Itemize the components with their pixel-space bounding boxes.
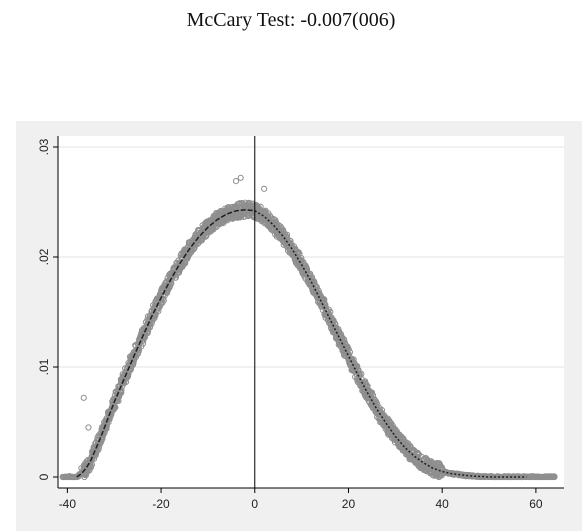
scatter-point [88, 461, 96, 468]
y-tick-label: 0 [37, 473, 51, 480]
scatter-point [355, 366, 362, 373]
scatter-point [194, 240, 201, 248]
scatter-point [118, 386, 125, 393]
fit-line-left [76, 208, 255, 478]
scatter-point [340, 336, 348, 343]
axis-ticks: -40 -20 0 20 40 60 0 .01 .02 .03 [37, 138, 543, 511]
scatter-point [315, 287, 322, 294]
chart-title: McCary Test: -0.007(006) [186, 9, 396, 31]
x-tick-label: -20 [152, 497, 170, 511]
scatter-point [139, 340, 147, 347]
scatter-point [168, 279, 175, 287]
scatter-point [320, 300, 328, 307]
scatter-point [146, 324, 154, 331]
fit-lines [76, 208, 527, 478]
scatter-point [237, 174, 244, 181]
scatter-point [551, 473, 558, 480]
scatter-point [362, 381, 370, 388]
scatter-point [78, 465, 85, 472]
plot-area [58, 136, 564, 488]
scatter-point [202, 232, 209, 239]
scatter-point [356, 372, 364, 379]
y-tick-label: .03 [37, 138, 51, 155]
scatter-point [346, 349, 353, 356]
grid-lines [58, 146, 564, 368]
scatter-point [294, 249, 302, 256]
scatter-point [283, 231, 291, 238]
scatter-point [232, 178, 240, 185]
scatter-point [261, 185, 268, 192]
x-tick-label: 60 [529, 497, 543, 511]
x-tick-label: 0 [251, 497, 258, 511]
scatter-point [103, 422, 110, 430]
y-tick-label: .01 [37, 358, 51, 375]
scatter-point [85, 424, 92, 431]
x-tick-label: -40 [59, 497, 77, 511]
scatter-point [80, 394, 87, 401]
scatter-point [337, 331, 345, 338]
x-tick-label: 40 [436, 497, 450, 511]
y-tick-label: .02 [37, 248, 51, 265]
x-tick-label: 20 [342, 497, 356, 511]
